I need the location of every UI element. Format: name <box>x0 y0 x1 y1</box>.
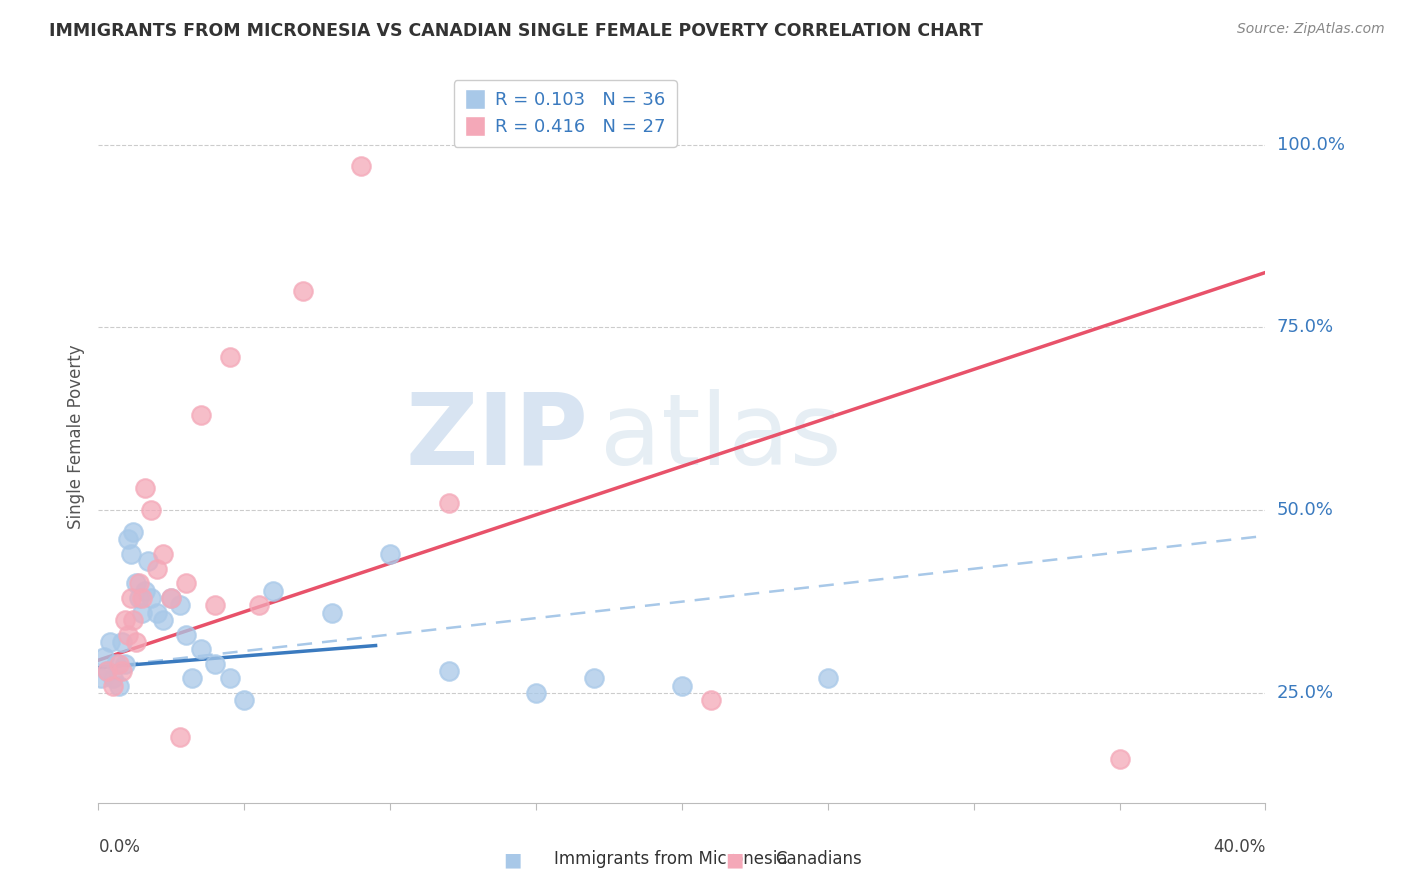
Point <box>160 591 183 605</box>
Text: atlas: atlas <box>600 389 842 485</box>
Point <box>131 606 153 620</box>
Point <box>125 576 148 591</box>
Point <box>437 496 460 510</box>
Text: Source: ZipAtlas.com: Source: ZipAtlas.com <box>1237 22 1385 37</box>
Point <box>700 693 723 707</box>
Point <box>169 599 191 613</box>
Point <box>169 730 191 744</box>
Point <box>120 591 142 605</box>
Text: 0.0%: 0.0% <box>98 838 141 855</box>
Text: 25.0%: 25.0% <box>1277 684 1334 702</box>
Point <box>122 525 145 540</box>
Text: 75.0%: 75.0% <box>1277 318 1334 336</box>
Legend: R = 0.103   N = 36, R = 0.416   N = 27: R = 0.103 N = 36, R = 0.416 N = 27 <box>454 80 676 147</box>
Text: Canadians: Canadians <box>775 850 862 868</box>
Point <box>380 547 402 561</box>
Point <box>136 554 159 568</box>
Point <box>180 672 202 686</box>
Point <box>204 657 226 671</box>
Text: 40.0%: 40.0% <box>1213 838 1265 855</box>
Y-axis label: Single Female Poverty: Single Female Poverty <box>66 345 84 529</box>
Point <box>111 664 134 678</box>
Text: 50.0%: 50.0% <box>1277 501 1333 519</box>
Point <box>262 583 284 598</box>
Point <box>321 606 343 620</box>
Point <box>233 693 256 707</box>
Point <box>524 686 547 700</box>
Point <box>134 481 156 495</box>
Point <box>122 613 145 627</box>
Point <box>1108 752 1130 766</box>
Point <box>98 635 121 649</box>
Point <box>96 664 118 678</box>
Point <box>152 613 174 627</box>
Point <box>101 672 124 686</box>
Point <box>671 679 693 693</box>
Point <box>139 503 162 517</box>
Point <box>146 606 169 620</box>
Point <box>128 576 150 591</box>
Point <box>190 642 212 657</box>
Point <box>114 657 136 671</box>
Point <box>139 591 162 605</box>
Point <box>190 408 212 422</box>
Point <box>108 657 131 671</box>
Point <box>152 547 174 561</box>
Text: ZIP: ZIP <box>406 389 589 485</box>
Point <box>204 599 226 613</box>
Point <box>218 350 240 364</box>
Text: IMMIGRANTS FROM MICRONESIA VS CANADIAN SINGLE FEMALE POVERTY CORRELATION CHART: IMMIGRANTS FROM MICRONESIA VS CANADIAN S… <box>49 22 983 40</box>
Point <box>101 679 124 693</box>
Point <box>128 591 150 605</box>
Point <box>291 284 314 298</box>
Point <box>174 576 197 591</box>
Text: 100.0%: 100.0% <box>1277 136 1344 153</box>
Point <box>120 547 142 561</box>
Point <box>104 657 127 671</box>
Point <box>160 591 183 605</box>
Point <box>117 627 139 641</box>
Point <box>174 627 197 641</box>
Point <box>131 591 153 605</box>
Point <box>437 664 460 678</box>
Point <box>146 562 169 576</box>
Point <box>350 160 373 174</box>
Point <box>114 613 136 627</box>
Point <box>134 583 156 598</box>
Point <box>90 672 112 686</box>
Point <box>817 672 839 686</box>
Point <box>117 533 139 547</box>
Text: Immigrants from Micronesia: Immigrants from Micronesia <box>554 850 787 868</box>
Text: ■: ■ <box>725 850 744 870</box>
Point <box>583 672 606 686</box>
Point <box>96 664 118 678</box>
Text: ■: ■ <box>503 850 522 870</box>
Point <box>218 672 240 686</box>
Point <box>111 635 134 649</box>
Point <box>108 679 131 693</box>
Point <box>125 635 148 649</box>
Point <box>93 649 115 664</box>
Point <box>247 599 270 613</box>
